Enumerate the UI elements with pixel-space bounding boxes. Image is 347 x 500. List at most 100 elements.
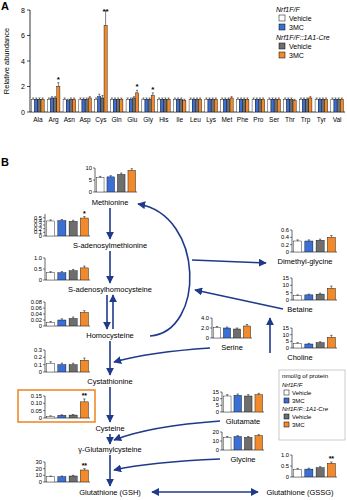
y-axis-label: Relative abundance <box>2 28 11 94</box>
error-bar <box>209 98 211 99</box>
x-tick-label: Asp <box>80 116 92 124</box>
error-bar <box>272 98 274 99</box>
error-bar <box>319 239 321 240</box>
bar <box>234 395 242 412</box>
y-tick-label: 0 <box>39 415 42 421</box>
error-bar <box>278 98 280 99</box>
y-tick-label: 4 <box>21 58 25 65</box>
error-bar <box>240 98 242 99</box>
bar <box>142 99 145 112</box>
error-bar <box>262 98 264 99</box>
error-bar <box>300 98 302 99</box>
error-bar <box>196 98 198 99</box>
bar <box>316 468 324 477</box>
error-bar <box>322 98 324 99</box>
y-tick-label: 0 <box>216 409 219 415</box>
bar <box>205 99 208 112</box>
mini-chart: 00.51.0S-adenosylhomocysteine <box>34 255 152 294</box>
mini-chart: 00.050.100.15**Cysteine <box>18 390 125 433</box>
error-bar <box>72 363 74 364</box>
y-axis <box>45 302 46 326</box>
bar <box>211 99 214 112</box>
error-bar <box>61 476 63 478</box>
y-tick-label: 10 <box>283 332 289 338</box>
metabolite-label: Glutathione (GSH) <box>79 488 141 497</box>
error-bar <box>246 325 248 327</box>
error-bar <box>237 435 239 437</box>
error-bar <box>226 395 228 396</box>
bar <box>327 237 335 252</box>
x-tick-label: Glu <box>127 116 138 123</box>
bar <box>221 99 224 112</box>
bar <box>69 99 72 112</box>
y-axis <box>292 230 293 252</box>
metabolite-label: S-adenosylmethionine <box>73 241 147 250</box>
error-bar <box>227 98 229 99</box>
bar <box>274 99 277 112</box>
bar <box>309 98 312 112</box>
x-tick-label: Thr <box>285 116 296 123</box>
y-tick-label: 0 <box>286 297 289 303</box>
error-bar <box>284 98 286 99</box>
y-tick-label: 15 <box>283 325 289 331</box>
bar <box>252 99 255 112</box>
bar <box>290 99 293 112</box>
error-bar <box>331 98 333 99</box>
error-bar <box>120 173 122 174</box>
bar <box>110 99 113 112</box>
panel-label: A <box>1 0 9 12</box>
bar <box>167 99 170 112</box>
error-bar <box>253 98 255 99</box>
pathway-arrow <box>152 491 258 493</box>
y-tick-label: 15 <box>283 275 289 281</box>
bars <box>47 217 89 236</box>
error-bar <box>117 98 119 99</box>
bar <box>331 99 334 112</box>
error-bar <box>247 395 249 396</box>
bar <box>58 415 66 418</box>
y-tick-label: 0.5 <box>34 266 42 272</box>
legend-group: Nrf1F/F <box>276 6 300 13</box>
error-bar <box>319 293 321 294</box>
bar <box>88 98 91 112</box>
metabolite-label: Serine <box>221 343 243 352</box>
x-tick-label: Phe <box>237 116 249 123</box>
error-bar <box>95 98 97 99</box>
error-bar <box>296 468 298 470</box>
x-tick-label: Pro <box>253 116 264 123</box>
bar <box>69 271 77 280</box>
error-bar <box>256 98 258 99</box>
y-tick-label: 20 <box>36 466 42 472</box>
error-bar <box>226 436 228 438</box>
error-bar <box>158 98 160 99</box>
error-bar <box>86 98 88 99</box>
error-bar <box>67 99 69 100</box>
bar <box>69 476 77 482</box>
error-bar <box>174 98 176 99</box>
bar <box>223 437 231 450</box>
bar <box>287 99 290 112</box>
error-bar <box>319 98 321 99</box>
bar <box>104 25 107 112</box>
bar <box>293 101 296 112</box>
bar <box>148 99 151 112</box>
bar <box>132 98 135 112</box>
bar <box>255 436 263 450</box>
legend-group: Nrf1F/F::1A1-Cre <box>282 406 329 412</box>
error-bar <box>296 240 298 241</box>
error-bar <box>54 97 56 98</box>
legend-label: 3MC <box>292 398 305 404</box>
y-axis <box>45 396 46 418</box>
mini-chart: 00.20.40.6Dimethyl-glycine <box>277 227 337 266</box>
error-bar <box>35 98 37 99</box>
bar <box>113 99 116 112</box>
bar <box>236 99 239 112</box>
error-bar <box>296 294 298 296</box>
bar <box>58 273 66 280</box>
error-bar <box>130 98 132 99</box>
y-tick-label: 5 <box>89 177 92 183</box>
y-tick-label: 0 <box>286 345 289 351</box>
error-bar <box>338 98 340 99</box>
mini-chart: 00.020.040.060.08Homocysteine <box>31 299 134 340</box>
legend-label: 3MC <box>289 24 304 31</box>
